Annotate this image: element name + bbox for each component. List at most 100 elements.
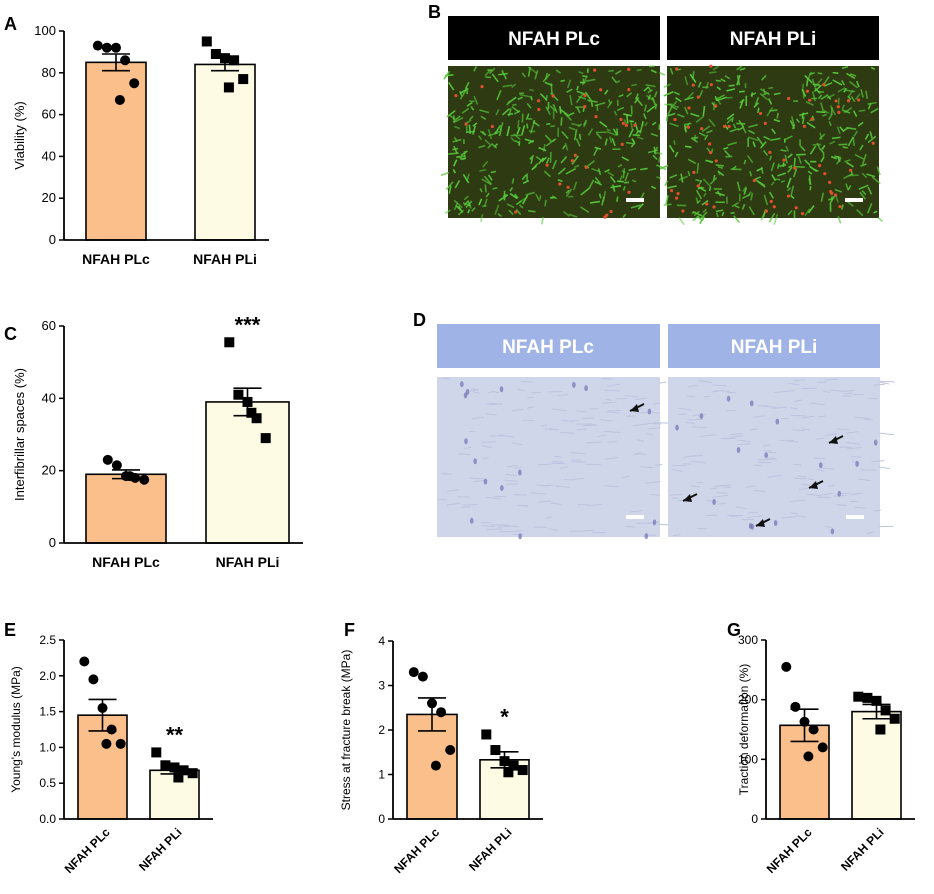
fiber [750, 428, 758, 431]
red-cell [848, 168, 853, 172]
red-cell [669, 188, 674, 193]
green-cell [634, 122, 639, 131]
green-cell [616, 106, 625, 112]
red-cell [764, 209, 769, 213]
fiber [597, 434, 606, 438]
green-cell [837, 215, 842, 224]
y-tick-label-e-2: 1.0 [39, 740, 56, 754]
green-cell [467, 209, 471, 214]
green-cell [738, 119, 745, 128]
red-cell [696, 95, 700, 99]
green-cell [624, 172, 629, 182]
green-cell [549, 105, 556, 112]
green-cell [818, 133, 826, 140]
green-cell [529, 88, 534, 92]
green-cell [559, 106, 562, 114]
green-cell [673, 91, 680, 96]
fiber [845, 431, 860, 434]
fiber [753, 415, 765, 418]
red-cell [584, 165, 588, 169]
green-cell [780, 179, 786, 183]
green-cell [753, 102, 760, 109]
fiber [717, 502, 726, 505]
green-cell [845, 183, 850, 191]
red-cell [823, 172, 827, 176]
green-cell [535, 156, 544, 163]
nucleus [764, 452, 768, 459]
fiber [789, 499, 806, 503]
green-cell [819, 132, 823, 141]
green-cell [790, 116, 796, 127]
fiber [857, 478, 871, 482]
green-cell [716, 98, 722, 105]
green-cell [760, 166, 764, 174]
red-cell [627, 190, 631, 194]
green-cell [635, 93, 639, 100]
category-label-f-1: NFAH PLi [466, 825, 515, 874]
green-cell [728, 84, 735, 87]
green-cell [586, 160, 595, 168]
green-cell [773, 92, 781, 96]
fiber [874, 509, 881, 512]
green-cell [635, 130, 640, 136]
green-cell [861, 172, 868, 179]
green-cell [773, 118, 781, 123]
green-cell [528, 130, 536, 133]
y-tick-label-a-5: 100 [34, 23, 56, 38]
data-point-a-1-0 [201, 36, 212, 47]
red-cell [676, 191, 680, 196]
green-cell [748, 206, 755, 216]
green-cell [658, 156, 661, 163]
fiber [472, 391, 480, 394]
green-cell [695, 197, 699, 204]
fiber [792, 429, 805, 432]
red-cell [691, 83, 695, 87]
panel-label-b: B [428, 2, 441, 22]
fiber [729, 433, 743, 436]
panel-label-a: A [4, 14, 17, 34]
green-cell [580, 187, 590, 196]
green-cell [859, 144, 864, 151]
green-cell [847, 95, 852, 101]
histo-background [668, 377, 880, 537]
green-cell [811, 91, 816, 102]
green-cell [517, 119, 520, 129]
fiber [810, 402, 825, 406]
green-cell [831, 136, 841, 140]
green-cell [691, 211, 696, 215]
green-cell [604, 138, 608, 146]
green-cell [509, 186, 514, 192]
green-cell [716, 86, 722, 91]
green-cell [656, 176, 661, 180]
category-label-g-0: NFAH PLc [764, 825, 815, 876]
green-cell [565, 188, 573, 198]
green-cell [867, 202, 873, 214]
arrow-icon [756, 519, 765, 527]
fluorescence-image-plc [440, 65, 667, 225]
fiber [786, 439, 793, 442]
fiber [801, 483, 811, 486]
fiber [868, 397, 877, 400]
green-cell [636, 135, 644, 140]
green-cell [507, 113, 514, 116]
fiber [605, 411, 620, 414]
green-cell [663, 90, 674, 97]
data-point-f-1-1 [490, 745, 501, 756]
data-point-a-1-3 [229, 55, 240, 66]
green-cell [539, 93, 548, 101]
data-point-a-1-4 [238, 74, 249, 85]
green-cell [545, 106, 551, 116]
panel-label-f: F [344, 620, 355, 640]
fiber [584, 423, 596, 427]
green-cell [797, 155, 802, 164]
green-cell [587, 128, 594, 136]
fiber [828, 484, 835, 487]
green-cell [746, 154, 754, 164]
fiber [730, 435, 744, 439]
fiber [814, 457, 826, 460]
red-cell [454, 94, 458, 98]
green-cell [484, 69, 491, 77]
green-cell [604, 89, 609, 95]
red-cell [709, 151, 713, 155]
